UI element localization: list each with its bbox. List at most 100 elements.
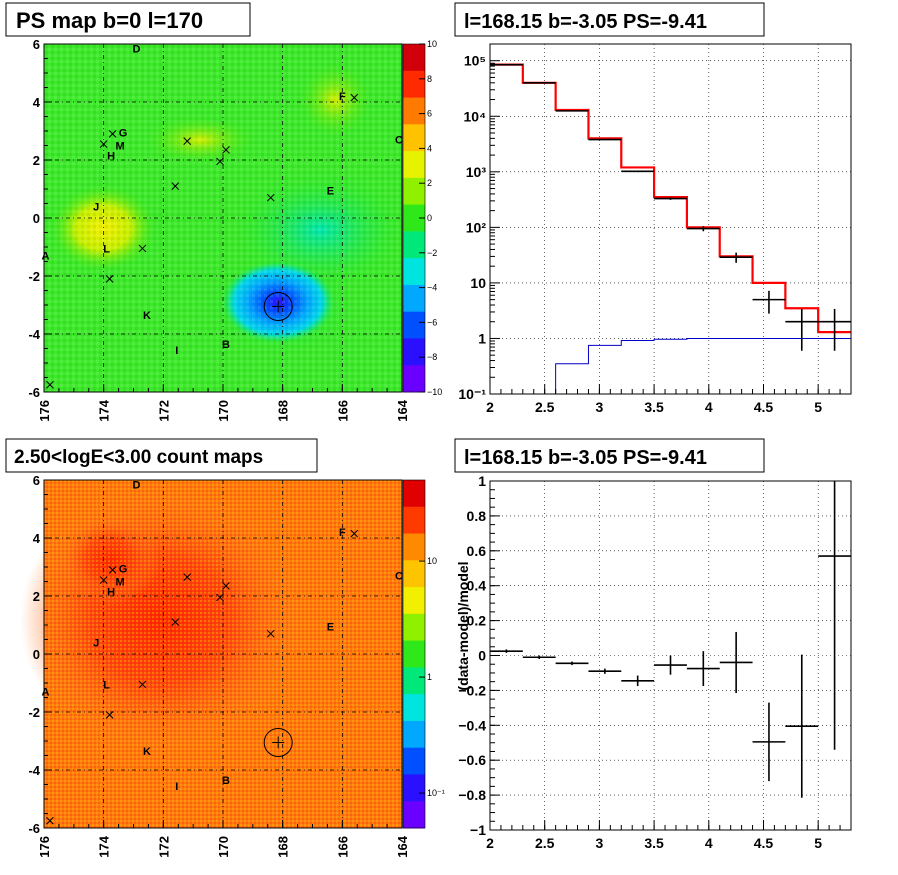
y-tick-label: 10⁻¹	[458, 386, 486, 402]
source-label: H	[107, 587, 115, 599]
colorbar-label: 1	[427, 672, 432, 682]
count-map-axes: 176 174 172 170 168 166 164 6 4 2 0 -2 -4 -6	[28, 473, 410, 858]
ps-map-title-box	[5, 2, 251, 37]
source-marker	[99, 140, 108, 148]
residual-series	[490, 481, 851, 798]
y-tick-label: −0.2	[458, 682, 486, 698]
colorbar-segment	[403, 506, 425, 535]
y-tick-label: -6	[28, 821, 40, 836]
colorbar-segment	[403, 151, 425, 179]
source-label: M	[115, 577, 124, 589]
source-label: G	[119, 563, 128, 575]
colorbar-label: 4	[427, 143, 432, 153]
source-label: C	[395, 135, 403, 147]
source-marker	[138, 680, 147, 689]
colorbar-label: −2	[427, 248, 437, 258]
source-label: F	[339, 91, 346, 103]
y-tick-label: -4	[28, 327, 40, 342]
residual-ylabel: (data-model)/model	[455, 561, 471, 690]
y-tick-label: -2	[28, 269, 40, 284]
y-tick-label: 2	[33, 589, 40, 604]
x-tick-label: 2	[486, 399, 494, 415]
colorbar-segment	[403, 667, 425, 695]
colorbar-label: 10	[427, 556, 437, 566]
source-marker	[216, 593, 224, 602]
y-tick-label: 10	[470, 275, 486, 291]
source-marker	[183, 573, 192, 582]
x-tick-label: 168	[276, 400, 291, 422]
x-tick-label: 2	[486, 835, 494, 851]
ps-map-axes: 176 174 172 170 168 166 164 6 4 2 0 -2 -4 -6	[28, 37, 410, 422]
spectrum-panel: l=168.15 b=-3.05 PS=-9.41 10⁻¹11010²10³1…	[454, 2, 852, 415]
y-tick-label: 6	[33, 37, 40, 52]
x-tick-label: 4.5	[754, 835, 774, 851]
model-histogram	[490, 63, 851, 334]
source-label: I	[175, 781, 178, 793]
x-tick-label: 3	[595, 399, 603, 415]
x-tick-label: 168	[276, 836, 291, 858]
source-marker	[138, 244, 147, 253]
y-tick-label: 2	[33, 153, 40, 168]
y-tick-label: −0.4	[458, 717, 486, 733]
colorbar-label: −10	[427, 387, 442, 397]
ps-map-panel: PS map b=0 l=170	[5, 2, 442, 422]
count-map-title: 2.50<logE<3.00 count maps	[14, 447, 263, 468]
y-tick-label: 0	[478, 648, 486, 664]
spectrum-plot-area	[490, 44, 851, 394]
x-tick-label: 3	[595, 835, 603, 851]
x-tick-label: 176	[37, 400, 52, 422]
colorbar-segment	[403, 97, 425, 125]
ps-circle	[263, 727, 293, 757]
colorbar-label: 0	[427, 213, 432, 223]
source-label: L	[103, 679, 110, 691]
source-label: L	[103, 243, 110, 255]
colorbar-segment	[403, 284, 425, 313]
residual-title: l=168.15 b=-3.05 PS=-9.41	[464, 447, 707, 469]
source-label: B	[222, 775, 230, 787]
source-label: F	[339, 527, 346, 539]
x-tick-label: 174	[97, 399, 112, 421]
source-marker	[216, 157, 224, 166]
ps-circle	[263, 291, 293, 321]
source-label: K	[143, 310, 151, 322]
count-map-grid	[44, 480, 402, 828]
source-label: J	[93, 637, 99, 649]
count-map-sources: A B C D E F GH I J K L M	[42, 479, 403, 825]
colorbar-label: −8	[427, 352, 437, 362]
y-tick-label: 0.6	[467, 543, 487, 559]
source-marker	[350, 93, 359, 102]
source-marker	[99, 576, 108, 584]
source-marker	[266, 629, 275, 638]
colorbar-label: 8	[427, 74, 432, 84]
y-tick-label: −0.8	[458, 787, 486, 803]
source-label: J	[93, 201, 99, 213]
x-tick-label: 170	[216, 400, 231, 422]
source-label: C	[395, 571, 403, 583]
y-tick-label: -4	[28, 763, 40, 778]
source-marker	[222, 581, 230, 590]
residual-grid	[489, 481, 851, 830]
x-tick-label: 164	[395, 835, 410, 857]
y-tick-label: −0.6	[458, 752, 486, 768]
x-tick-label: 3.5	[644, 399, 664, 415]
x-tick-label: 176	[37, 836, 52, 858]
y-tick-label: 0.8	[467, 508, 487, 524]
colorbar-segment	[403, 44, 425, 72]
residual-title-box	[454, 438, 765, 473]
colorbar-segment	[403, 613, 425, 642]
x-tick-label: 164	[395, 399, 410, 421]
x-tick-label: 172	[156, 400, 171, 422]
y-tick-label: 1	[478, 473, 486, 489]
colorbar-segment	[403, 338, 425, 366]
source-label: K	[143, 746, 151, 758]
y-tick-label: 0.2	[467, 613, 487, 629]
x-tick-label: 3.5	[644, 835, 664, 851]
x-tick-label: 5	[814, 399, 822, 415]
colorbar-segment	[403, 365, 425, 393]
colorbar-segment	[403, 70, 425, 99]
y-tick-label: 0.4	[467, 578, 487, 594]
count-map-title-box	[5, 438, 318, 473]
colorbar-segment	[403, 533, 425, 561]
spectrum-frame	[489, 43, 852, 395]
y-tick-label: 1	[478, 330, 486, 346]
